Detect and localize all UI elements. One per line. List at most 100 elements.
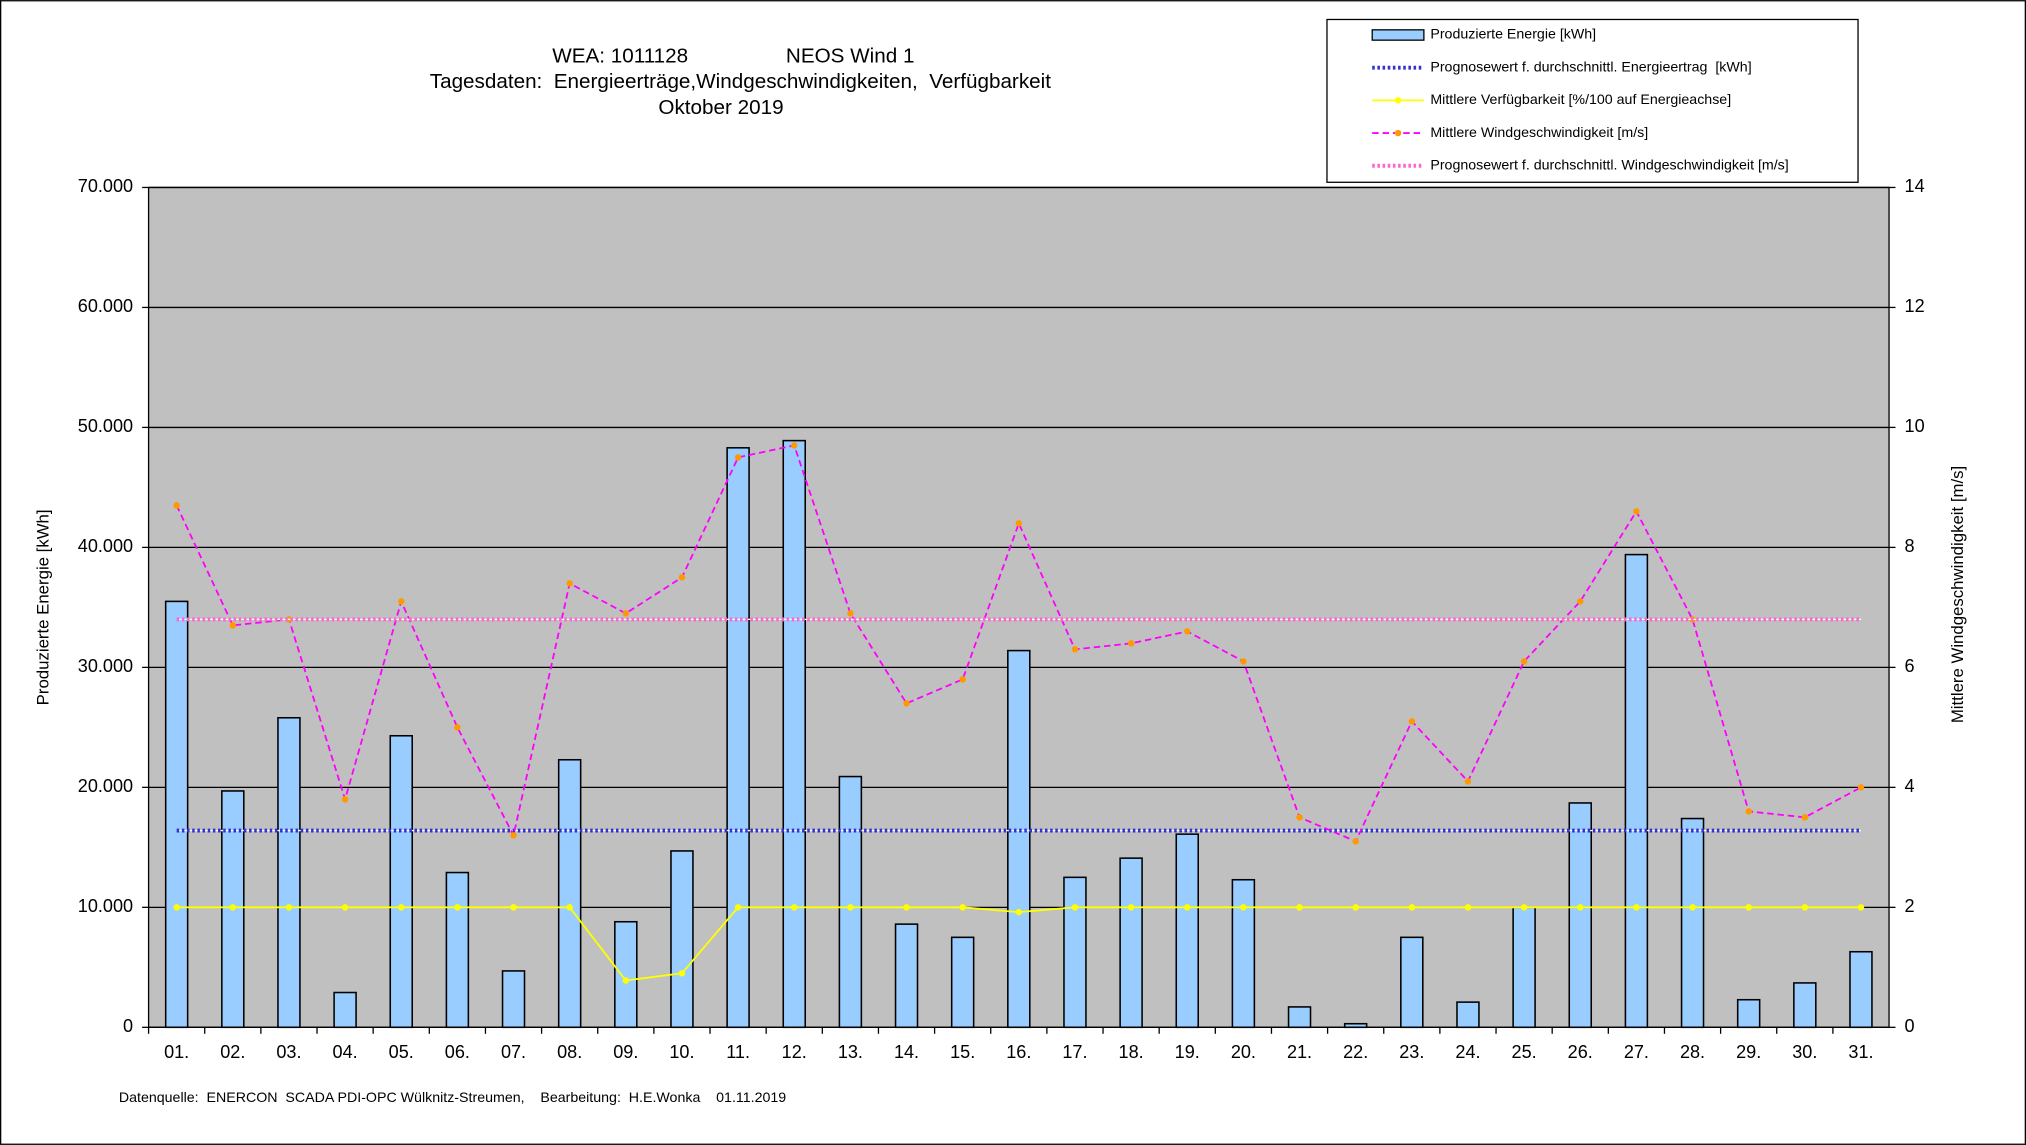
bar [1624,553,1649,1029]
chart-subtitle: Tagesdaten: Energieerträge,Windgeschwind… [430,70,1051,93]
marker [1408,904,1416,911]
marker [1296,814,1303,821]
marker [847,610,854,617]
y-tick-label: 20.000 [78,776,133,796]
x-tick-label: 05. [389,1042,414,1062]
marker [791,442,798,449]
marker [1240,658,1247,665]
marker [1015,908,1023,916]
marker [1464,904,1472,911]
marker [1296,904,1303,911]
marker [1689,904,1696,911]
bar [838,775,863,1029]
x-tick-label: 13. [838,1042,863,1062]
marker [566,904,573,911]
bar [277,716,301,1029]
bar [1736,998,1761,1029]
marker [734,454,742,461]
legend-label: Prognosewert f. durchschnittl. Energieer… [1430,59,1751,75]
y2-tick-label: 2 [1905,896,1915,916]
marker [510,832,517,839]
marker [1633,904,1640,911]
bar [670,850,694,1029]
y2-tick-label: 14 [1905,176,1925,196]
x-tick-label: 24. [1455,1042,1480,1062]
x-tick-label: 17. [1062,1042,1087,1062]
marker [903,700,910,707]
marker [1127,904,1135,911]
x-tick-label: 23. [1399,1042,1424,1062]
bar [1568,802,1593,1029]
x-tick-label: 27. [1624,1042,1649,1062]
x-tick-label: 11. [726,1042,750,1062]
x-tick-label: 25. [1512,1042,1537,1062]
y2-tick-label: 4 [1905,776,1915,796]
x-tick-label: 02. [220,1042,245,1062]
legend-marker [1394,129,1402,137]
y2-tick-label: 6 [1905,656,1915,676]
marker [1408,718,1416,725]
marker [173,904,180,911]
bar [1512,906,1536,1029]
bar [614,920,638,1029]
bar [1456,1001,1480,1029]
y-tick-label: 0 [123,1016,133,1036]
marker [959,676,966,683]
marker [1184,628,1191,635]
chart-title: NEOS Wind 1 [786,44,915,67]
bar [782,439,806,1029]
plot-border [147,186,1890,1028]
marker [1577,904,1584,911]
legend-label: Mittlere Windgeschwindigkeit [m/s] [1430,125,1648,141]
marker [734,904,742,911]
x-tick-label: 18. [1119,1042,1144,1062]
x-tick-label: 30. [1792,1042,1817,1062]
bar [557,758,582,1029]
y-tick-label: 60.000 [78,296,133,316]
x-tick-label: 31. [1848,1042,1873,1062]
marker [903,904,910,911]
bar [1793,982,1817,1029]
footer: Datenquelle: ENERCON SCADA PDI-OPC Wülkn… [119,1090,786,1106]
marker [454,904,461,911]
marker [173,502,180,509]
marker [1071,904,1079,911]
y2-tick-label: 8 [1905,536,1915,556]
marker [847,904,854,911]
bar [1175,833,1200,1029]
marker [1745,904,1752,911]
marker [454,724,461,731]
marker [398,904,405,911]
bar [950,936,975,1029]
x-tick-label: 19. [1175,1042,1200,1062]
y2-tick-label: 0 [1905,1016,1915,1036]
marker [959,904,966,911]
x-tick-label: 08. [557,1042,582,1062]
marker [341,796,349,803]
marker [1857,784,1865,791]
x-tick-label: 29. [1736,1042,1761,1062]
bar [333,991,357,1029]
bar [1007,649,1031,1029]
legend-label: Produzierte Energie [kWh] [1430,27,1596,43]
marker [622,610,630,617]
marker [1352,904,1359,911]
bar [1063,876,1087,1029]
x-tick-label: 20. [1231,1042,1256,1062]
marker [510,904,517,911]
x-tick-label: 01. [164,1042,189,1062]
x-tick-label: 07. [501,1042,526,1062]
marker [622,977,630,984]
marker [566,580,573,587]
marker [1127,640,1135,647]
marker [1801,904,1809,911]
marker [678,574,686,581]
x-tick-label: 28. [1680,1042,1705,1062]
chart-title: WEA: 1011128 [552,44,688,67]
y-axis-title: Produzierte Energie [kWh] [33,509,52,705]
marker [341,904,349,911]
x-tick-label: 10. [669,1042,694,1062]
bar [164,600,189,1029]
y-tick-label: 40.000 [78,536,133,556]
